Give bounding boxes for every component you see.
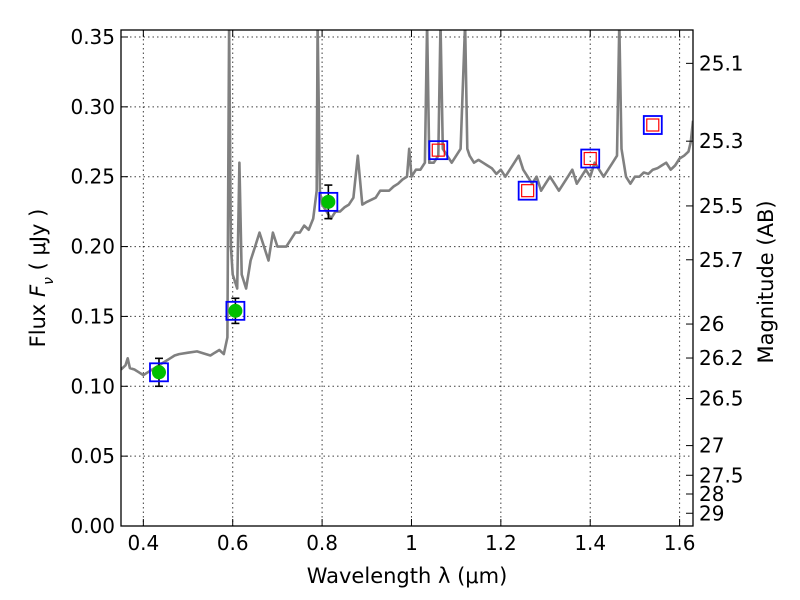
predicted-photometry-point [642, 115, 663, 135]
x-axis-title: Wavelength λ (μm) [307, 564, 508, 588]
magnitude-tick-label: 29 [699, 501, 724, 525]
predicted-flux-box [431, 143, 445, 157]
model-flux-box [580, 148, 601, 169]
y-tick-label: 0.30 [70, 95, 115, 119]
model-flux-box [149, 362, 169, 383]
observed-flux-dot [321, 194, 336, 209]
magnitude-tick-label: 25.7 [699, 248, 744, 272]
y-tick-label: 0.15 [70, 304, 115, 328]
predicted-flux-box [583, 151, 597, 166]
x-tick-label: 0.6 [217, 531, 249, 555]
observed-flux-dot [228, 303, 243, 318]
model-flux-box [642, 115, 663, 135]
y-tick-label: 0.35 [70, 25, 115, 49]
x-tick-label: 1 [405, 531, 418, 555]
predicted-photometry-point [428, 140, 449, 161]
x-axis: 0.4 0.6 0.8 1 1.2 1.4 1.6 [127, 30, 696, 555]
magnitude-tick-label: 25.3 [699, 129, 744, 153]
magnitude-axis-title: Magnitude (AB) [754, 200, 778, 363]
x-tick-label: 0.8 [306, 531, 338, 555]
magnitude-tick-label: 28 [699, 482, 724, 506]
observed-flux-dot [151, 365, 166, 380]
plot-frame [120, 29, 694, 527]
y-tick-label: 0.10 [70, 374, 115, 398]
model-flux-box [428, 140, 449, 161]
y-tick-label: 0.20 [70, 235, 115, 259]
x-tick-label: 0.4 [127, 531, 159, 555]
photometry-markers [149, 115, 663, 388]
predicted-flux-box [521, 184, 535, 198]
model-flux-box [225, 300, 246, 321]
model-flux-box [318, 191, 339, 212]
model-flux-box [517, 180, 538, 201]
magnitude-tick-label: 26.2 [699, 346, 744, 370]
predicted-flux-box [646, 118, 660, 132]
observed-photometry-point [318, 184, 339, 220]
y-tick-label: 0.05 [70, 444, 115, 468]
x-tick-label: 1.4 [574, 531, 606, 555]
observed-photometry-point [149, 357, 169, 388]
magnitude-tick-label: 25.5 [699, 194, 744, 218]
y-tick-label: 0.00 [70, 514, 115, 538]
predicted-photometry-point [580, 148, 601, 169]
y-axis: 0.00 0.05 0.10 0.15 0.20 0.25 0.30 0.35 [70, 25, 128, 538]
magnitude-tick-label: 26.5 [699, 387, 744, 411]
observed-photometry-point [225, 297, 246, 325]
y-axis-title: Flux Fν ( μJy ) [26, 209, 57, 348]
magnitude-tick-label: 27 [699, 434, 724, 458]
magnitude-tick-label: 25.1 [699, 51, 744, 75]
magnitude-tick-label: 26 [699, 312, 724, 336]
predicted-photometry-point [517, 180, 538, 201]
y-tick-label: 0.25 [70, 165, 115, 189]
x-tick-label: 1.6 [664, 531, 696, 555]
x-tick-label: 1.2 [485, 531, 517, 555]
magnitude-tick-label: 27.5 [699, 463, 744, 487]
spectrum-line [121, 30, 693, 377]
